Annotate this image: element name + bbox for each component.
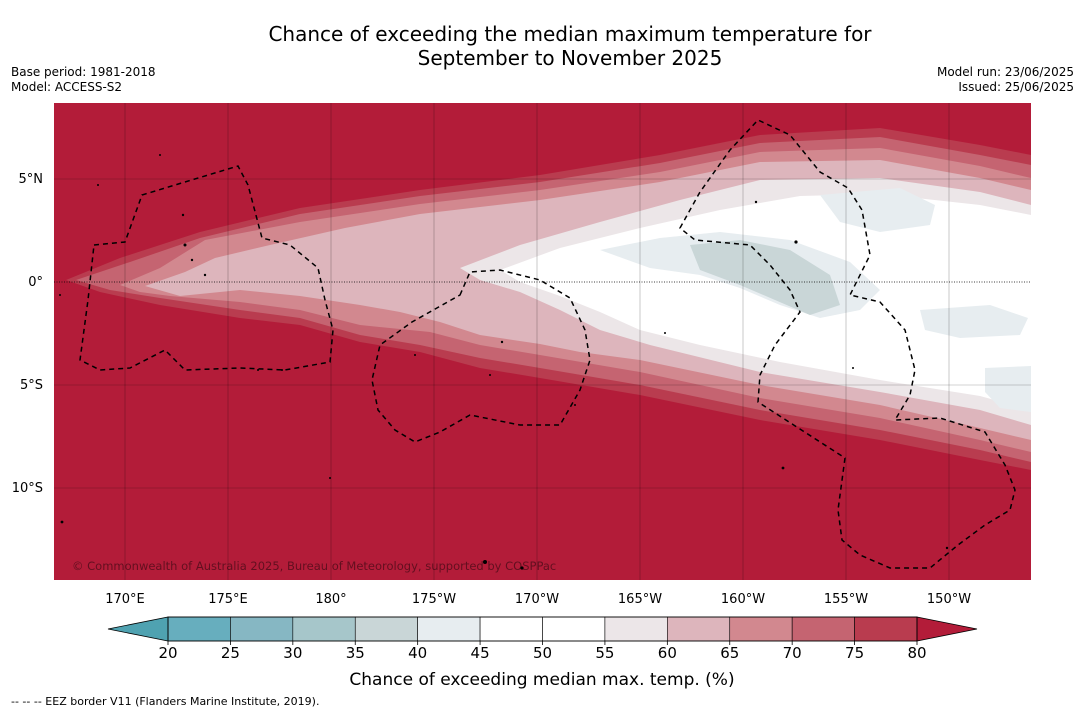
colorbar-tick-label: 30 — [283, 644, 302, 662]
colorbar-tick-label: 60 — [658, 644, 677, 662]
longitude-label: 175°E — [208, 592, 248, 607]
colorbar-cell — [791, 616, 855, 642]
longitude-label: 170°E — [105, 592, 145, 607]
colorbar-cell — [854, 616, 918, 642]
colorbar-label: Chance of exceeding median max. temp. (%… — [349, 670, 734, 690]
colorbar-tick-label: 50 — [533, 644, 552, 662]
map-title: Chance of exceeding the median maximum t… — [0, 22, 1085, 70]
band-40-45-east — [820, 188, 935, 232]
longitude-labels: 170°E 175°E 180° 175°W 170°W 165°W 160°W 155°W 1… — [105, 592, 971, 607]
colorbar-cell — [542, 616, 606, 642]
eez-tokelau — [371, 269, 591, 443]
colorbar-cell — [354, 616, 418, 642]
colorbar-tick-label: 65 — [720, 644, 739, 662]
eez-legend-note: -- -- -- EEZ border V11 (Flanders Marine… — [11, 695, 320, 708]
colorbar-cell — [604, 616, 668, 642]
band-40-45-south — [920, 305, 1028, 338]
colorbar-over-arrow — [916, 616, 978, 642]
colorbar-cell — [292, 616, 356, 642]
longitude-label: 165°W — [618, 592, 662, 607]
meta-left: Base period: 1981-2018 Model: ACCESS-S2 — [11, 65, 156, 95]
eez-kiribati-gilbert — [79, 165, 334, 371]
longitude-label: 180° — [315, 592, 346, 607]
gridlines — [54, 103, 1031, 580]
longitude-label: 155°W — [824, 592, 868, 607]
base-period: Base period: 1981-2018 — [11, 65, 156, 79]
eez-borders — [79, 119, 1016, 569]
colorbar-under-arrow — [107, 616, 169, 642]
longitude-label: 160°W — [721, 592, 765, 607]
meta-right: Model run: 23/06/2025 Issued: 25/06/2025 — [937, 65, 1074, 95]
longitude-label: 150°W — [927, 592, 971, 607]
colorbar: 20 25 30 35 40 45 50 55 60 65 70 75 80 Chance of exc… — [107, 616, 978, 690]
title-line-1: Chance of exceeding the median maximum t… — [268, 22, 872, 46]
copyright-text: © Commonwealth of Australia 2025, Bureau… — [72, 559, 556, 573]
colorbar-cell — [729, 616, 793, 642]
forecast-map — [54, 103, 1031, 580]
colorbar-tick-label: 70 — [783, 644, 802, 662]
band-40-45-far-east — [985, 366, 1031, 412]
latitude-label: 0° — [28, 275, 43, 290]
colorbar-tick-label: 80 — [907, 644, 926, 662]
title-line-2: September to November 2025 — [417, 46, 723, 70]
latitude-label: 10°S — [12, 481, 43, 496]
latitude-label: 5°S — [20, 378, 43, 393]
longitude-label: 170°W — [515, 592, 559, 607]
colorbar-cell — [479, 616, 543, 642]
colorbar-tick-label: 55 — [595, 644, 614, 662]
islands — [59, 154, 949, 570]
colorbar-tick-label: 20 — [158, 644, 177, 662]
colorbar-ticks: 20 25 30 35 40 45 50 55 60 65 70 75 80 — [158, 641, 927, 662]
colorbar-tick-label: 40 — [408, 644, 427, 662]
colorbar-tick-label: 75 — [845, 644, 864, 662]
eez-kiribati-line — [679, 119, 1016, 569]
colorbar-tick-label: 35 — [346, 644, 365, 662]
issued-date: Issued: 25/06/2025 — [958, 80, 1074, 94]
colorbar-tick-label: 45 — [471, 644, 490, 662]
model-name: Model: ACCESS-S2 — [11, 80, 123, 94]
longitude-label: 175°W — [412, 592, 456, 607]
band-35-40 — [690, 240, 840, 315]
colorbar-tick-label: 25 — [221, 644, 240, 662]
model-run: Model run: 23/06/2025 — [936, 65, 1074, 79]
latitude-label: 5°N — [19, 172, 44, 187]
colorbar-cell — [667, 616, 731, 642]
latitude-labels: 5°N 0° 5°S 10°S — [12, 172, 43, 496]
colorbar-cell — [230, 616, 294, 642]
colorbar-cell — [417, 616, 481, 642]
colorbar-cells — [167, 616, 918, 642]
colorbar-cell — [167, 616, 231, 642]
